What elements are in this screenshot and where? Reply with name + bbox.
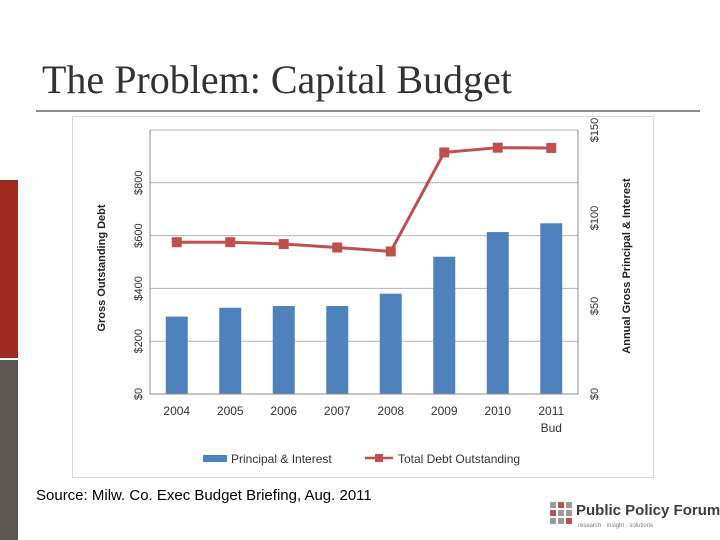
legend-label-line: Total Debt Outstanding (398, 452, 520, 466)
marker-2009 (439, 147, 450, 158)
bar-2006 (272, 306, 295, 394)
left-tick-label: $0 (133, 388, 145, 400)
bar-series (165, 223, 563, 394)
axis-lines (149, 130, 579, 395)
left-tick-label: $200 (133, 329, 145, 353)
gridlines (150, 129, 578, 342)
x-tick-label: 2010 (484, 404, 511, 418)
bar-2008 (379, 293, 402, 394)
x-tick-label: 2008 (377, 404, 404, 418)
bar-2009 (433, 256, 456, 394)
x-tick-label: 2004 (163, 404, 190, 418)
marker-2004 (171, 237, 182, 248)
line-markers (171, 142, 557, 257)
marker-2011 (546, 142, 557, 153)
accent-bar-red (0, 180, 18, 358)
left-axis-ticks: $0 $200 $400 $600 $800 (133, 171, 145, 401)
line-series-group (176, 146, 552, 254)
right-axis-label: Annual Gross Principal & Interest (621, 178, 633, 354)
x-tick-label: 2005 (217, 404, 244, 418)
legend-swatch-bar (203, 455, 227, 462)
right-tick-label: $0 (589, 388, 601, 400)
legend-label-bar: Principal & Interest (231, 452, 332, 466)
marker-2006 (278, 239, 289, 250)
marker-2010 (492, 142, 503, 153)
slide-title: The Problem: Capital Budget (42, 57, 512, 102)
x-tick-sublabel: Bud (541, 421, 562, 435)
right-tick-label: $100 (589, 206, 601, 230)
right-tick-label: $150 (589, 118, 601, 142)
source-note: Source: Milw. Co. Exec Budget Briefing, … (36, 487, 372, 504)
logo-grid-icon (550, 502, 572, 524)
bar-2007 (326, 306, 349, 394)
legend-swatch-marker (375, 454, 383, 462)
x-axis-ticks: 2004 2005 2006 2007 2008 2009 2010 2011 Bud (163, 404, 564, 435)
right-axis-ticks: $0 $50 $100 $150 (589, 118, 601, 400)
left-axis-label: Gross Outstanding Debt (96, 204, 108, 331)
marker-2008 (385, 246, 396, 257)
marker-2005 (225, 237, 236, 248)
x-tick-label: 2006 (270, 404, 297, 418)
logo-name: Public Policy Forum (576, 502, 720, 519)
line-total-debt (176, 146, 552, 254)
right-tick-label: $50 (589, 297, 601, 315)
x-tick-label: 2011 (538, 404, 564, 418)
bar-2010 (486, 232, 509, 394)
chart-frame (72, 116, 654, 478)
bar-2004 (165, 316, 188, 394)
left-tick-label: $400 (133, 276, 145, 300)
marker-2007 (332, 242, 343, 253)
title-divider (36, 110, 700, 112)
left-tick-label: $600 (133, 223, 145, 247)
bar-2011 (540, 223, 563, 394)
legend: Principal & Interest Total Debt Outstand… (203, 452, 520, 466)
logo-tagline: research · insight · solutions (578, 523, 654, 529)
left-tick-label: $800 (133, 171, 145, 195)
bar-2005 (219, 307, 242, 394)
x-tick-label: 2009 (431, 404, 458, 418)
accent-bar-gray (0, 360, 18, 540)
public-policy-forum-logo: Public Policy Forum research · insight ·… (550, 500, 720, 538)
x-tick-label: 2007 (324, 404, 351, 418)
